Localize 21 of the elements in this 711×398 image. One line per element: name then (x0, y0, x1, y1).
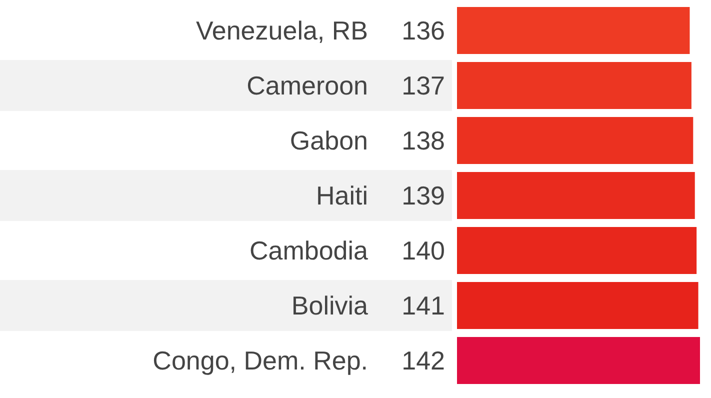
y-tick-label: Cameroon (246, 70, 368, 100)
data-label: 138 (402, 126, 445, 156)
data-label: 139 (402, 180, 445, 210)
y-tick-label: Bolivia (291, 290, 369, 320)
bar (457, 337, 700, 384)
data-label: 137 (402, 70, 445, 100)
y-tick-label: Congo, Dem. Rep. (152, 346, 368, 376)
bar (457, 172, 695, 219)
data-label: 140 (402, 236, 445, 266)
bar (457, 282, 698, 329)
bar (457, 227, 697, 274)
bar (457, 62, 692, 109)
y-tick-label: Cambodia (249, 236, 369, 266)
y-tick-label: Venezuela, RB (196, 16, 368, 46)
y-tick-label: Gabon (290, 126, 368, 156)
bar (457, 7, 690, 54)
bar (457, 117, 694, 164)
y-tick-label: Haiti (316, 180, 368, 210)
data-label: 142 (402, 346, 445, 376)
data-label: 136 (402, 16, 445, 46)
data-label: 141 (402, 290, 445, 320)
